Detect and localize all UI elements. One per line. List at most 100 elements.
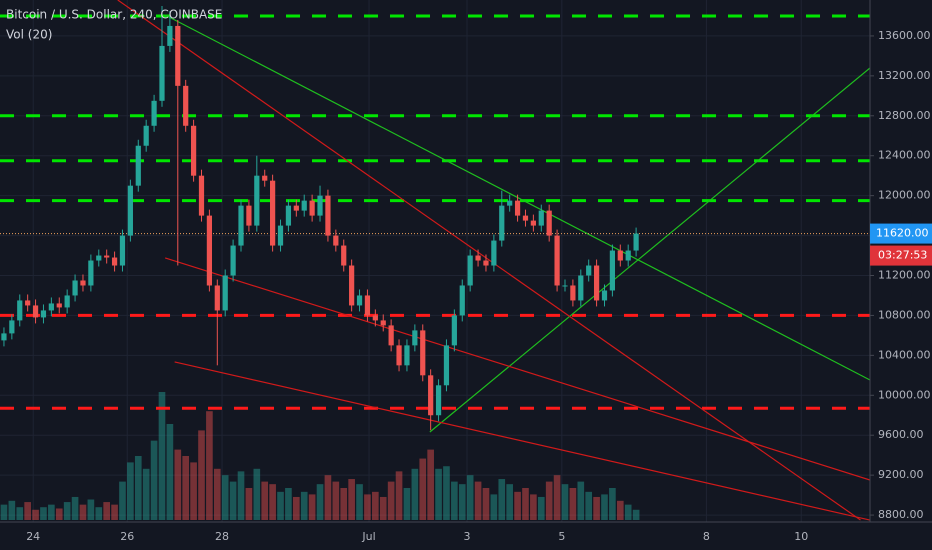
candle-body — [127, 185, 133, 236]
volume-bar — [609, 488, 616, 520]
volume-bar — [190, 462, 197, 520]
candle-body — [483, 260, 489, 266]
candle-body — [491, 240, 497, 266]
volume-bar — [261, 481, 269, 520]
volume-bar — [364, 494, 371, 520]
candle-body — [364, 295, 371, 316]
candle-body — [333, 235, 339, 246]
volume-bar — [632, 509, 640, 520]
candle-body — [214, 285, 220, 311]
candle-body — [230, 245, 236, 276]
volume-bar — [403, 488, 411, 520]
x-tick-label: Jul — [361, 530, 375, 543]
candle-body — [104, 255, 110, 258]
candle-body — [17, 300, 23, 321]
candle-body — [301, 200, 307, 211]
volume-bar — [221, 475, 229, 520]
volume-bar — [174, 449, 182, 520]
y-tick-label: 11200.00 — [878, 268, 931, 281]
candle-body — [412, 330, 418, 346]
candle-body — [435, 385, 442, 416]
candle-body — [356, 295, 363, 306]
candle-body — [451, 315, 457, 346]
volume-bar — [300, 491, 308, 520]
volume-bar — [593, 496, 600, 520]
candle-body — [190, 125, 197, 176]
candle-body — [262, 175, 268, 181]
volume-bar — [466, 475, 474, 520]
candle-body — [609, 250, 616, 291]
candle-body — [475, 255, 481, 261]
indicator-label: Vol (20) — [6, 28, 52, 42]
volume-bar — [40, 507, 47, 520]
candle-body — [388, 325, 394, 346]
volume-bar — [63, 502, 71, 520]
candle-body — [522, 215, 529, 221]
volume-bar — [624, 504, 632, 520]
y-tick-label: 12000.00 — [878, 189, 931, 202]
last-price-box — [870, 223, 932, 244]
candle-body — [159, 45, 165, 101]
volume-bar — [585, 491, 593, 520]
candle-body — [443, 345, 450, 386]
volume-bar — [206, 411, 213, 520]
volume-bar — [150, 440, 158, 520]
candle-body — [40, 310, 47, 318]
candle-body — [72, 280, 78, 296]
candle-body — [88, 260, 94, 286]
candle-body — [396, 345, 402, 366]
candle-body — [135, 145, 141, 186]
candle-body — [317, 195, 323, 216]
x-tick-label: 24 — [26, 530, 40, 543]
volume-bar — [348, 479, 355, 520]
candle-body — [459, 285, 465, 316]
volume-bar — [253, 468, 261, 520]
candle-body — [56, 303, 62, 308]
volume-bar — [545, 481, 553, 520]
trend-line — [429, 67, 870, 433]
volume-bar — [79, 504, 87, 520]
volume-bar — [387, 481, 395, 520]
volume-bar — [158, 392, 166, 520]
volume-bar — [16, 507, 24, 520]
candle-body — [222, 275, 228, 311]
volume-bar — [601, 494, 608, 520]
volume-bar — [553, 475, 561, 520]
volume-bar — [111, 504, 118, 520]
drawings — [0, 0, 870, 521]
candle-body — [538, 210, 544, 226]
volume-pane — [0, 392, 640, 520]
volume-bar — [395, 471, 403, 520]
candle-body — [570, 285, 576, 301]
countdown-label: 03:27:53 — [878, 249, 927, 262]
volume-bar — [237, 471, 245, 520]
candle-body — [25, 300, 31, 306]
volume-bar — [427, 449, 434, 520]
x-tick-label: 8 — [703, 530, 710, 543]
volume-bar — [48, 504, 55, 520]
x-tick-label: 5 — [558, 530, 565, 543]
volume-bar — [340, 488, 348, 520]
candle-body — [530, 220, 536, 226]
volume-bar — [8, 500, 16, 520]
candle-body — [578, 275, 584, 301]
volume-bar — [482, 488, 490, 520]
candle-body — [562, 285, 568, 287]
volume-bar — [127, 462, 134, 520]
volume-bar — [522, 488, 529, 520]
volume-bar — [498, 479, 506, 520]
y-tick-label: 13200.00 — [878, 69, 931, 82]
volume-bar — [285, 488, 292, 520]
volume-bar — [166, 424, 174, 520]
volume-bar — [561, 484, 569, 520]
candle-body — [48, 303, 54, 311]
candle-body — [285, 205, 292, 226]
volume-bar — [269, 484, 276, 520]
candle-body — [349, 265, 355, 306]
candle-body — [404, 345, 410, 366]
y-tick-label: 13600.00 — [878, 29, 931, 42]
last-price-label: 11620.00 — [876, 227, 929, 240]
volume-bar — [506, 484, 513, 520]
